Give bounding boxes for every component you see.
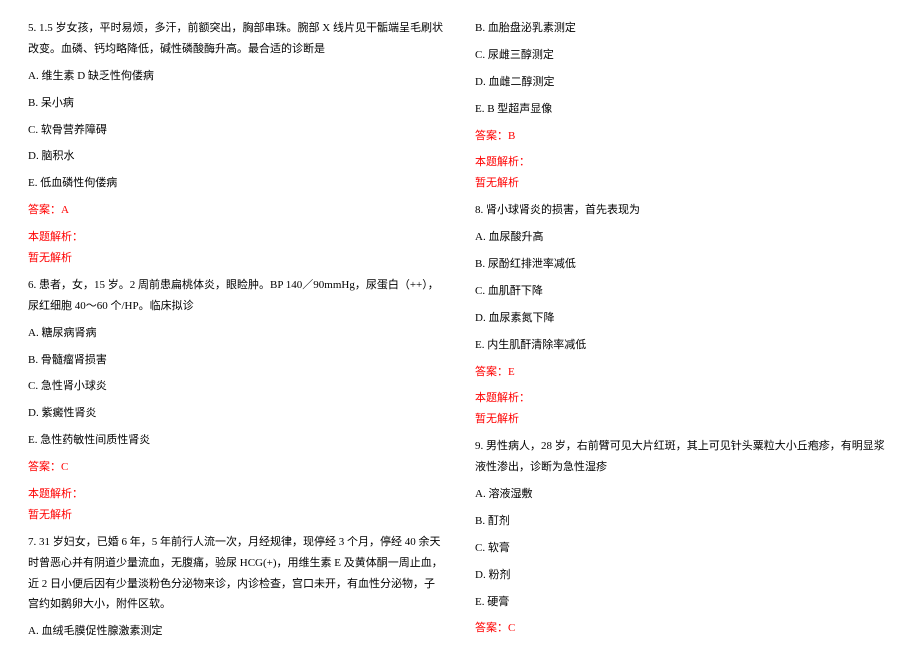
option-c: C. 血肌酐下降 [475,281,892,302]
option-c: C. 软骨营养障碍 [28,120,445,141]
option-d: D. 血尿素氮下降 [475,308,892,329]
option-b: B. 呆小病 [28,93,445,114]
option-d: D. 紫癜性肾炎 [28,403,445,424]
question-stem: 7. 31 岁妇女，已婚 6 年，5 年前行人流一次，月经规律，现停经 3 个月… [28,532,445,616]
analysis-label: 本题解析： [475,152,892,173]
answer: 答案：E [475,362,892,383]
option-e: E. 低血磷性佝偻病 [28,173,445,194]
question-stem: 6. 患者，女，15 岁。2 周前患扁桃体炎，眼睑肿。BP 140／90mmHg… [28,275,445,317]
analysis-text: 暂无解析 [475,409,892,430]
option-a: A. 糖尿病肾病 [28,323,445,344]
option-e: E. B 型超声显像 [475,99,892,120]
analysis-label: 本题解析： [28,227,445,248]
answer: 答案：A [28,200,445,221]
option-c: C. 急性肾小球炎 [28,376,445,397]
option-d: D. 脑积水 [28,146,445,167]
question-stem: 9. 男性病人，28 岁，右前臂可见大片红斑，其上可见针头粟粒大小丘疱疹，有明显… [475,436,892,478]
option-b: B. 骨髓瘤肾损害 [28,350,445,371]
answer: 答案：B [475,126,892,147]
right-column: B. 血胎盘泌乳素测定 C. 尿雌三醇测定 D. 血雌二醇测定 E. B 型超声… [475,18,892,633]
option-b: B. 血胎盘泌乳素测定 [475,18,892,39]
answer: 答案：C [28,457,445,478]
option-e: E. 内生肌酐清除率减低 [475,335,892,356]
analysis-label: 本题解析： [28,484,445,505]
option-d: D. 粉剂 [475,565,892,586]
option-b: B. 尿酚红排泄率减低 [475,254,892,275]
option-e: E. 硬膏 [475,592,892,613]
option-a: A. 维生素 D 缺乏性佝偻病 [28,66,445,87]
option-a: A. 溶液湿敷 [475,484,892,505]
analysis-label: 本题解析： [475,388,892,409]
option-b: B. 酊剂 [475,511,892,532]
option-c: C. 尿雌三醇测定 [475,45,892,66]
option-e: E. 急性药敏性间质性肾炎 [28,430,445,451]
answer: 答案：C [475,618,892,639]
analysis-text: 暂无解析 [475,173,892,194]
analysis-text: 暂无解析 [28,248,445,269]
left-column: 5. 1.5 岁女孩，平时易烦，多汗，前额突出，胸部串珠。腕部 X 线片见干骺端… [28,18,445,633]
option-c: C. 软膏 [475,538,892,559]
question-stem: 5. 1.5 岁女孩，平时易烦，多汗，前额突出，胸部串珠。腕部 X 线片见干骺端… [28,18,445,60]
question-stem: 8. 肾小球肾炎的损害，首先表现为 [475,200,892,221]
analysis-text: 暂无解析 [28,505,445,526]
option-d: D. 血雌二醇测定 [475,72,892,93]
option-a: A. 血尿酸升高 [475,227,892,248]
option-a: A. 血绒毛膜促性腺激素测定 [28,621,445,642]
